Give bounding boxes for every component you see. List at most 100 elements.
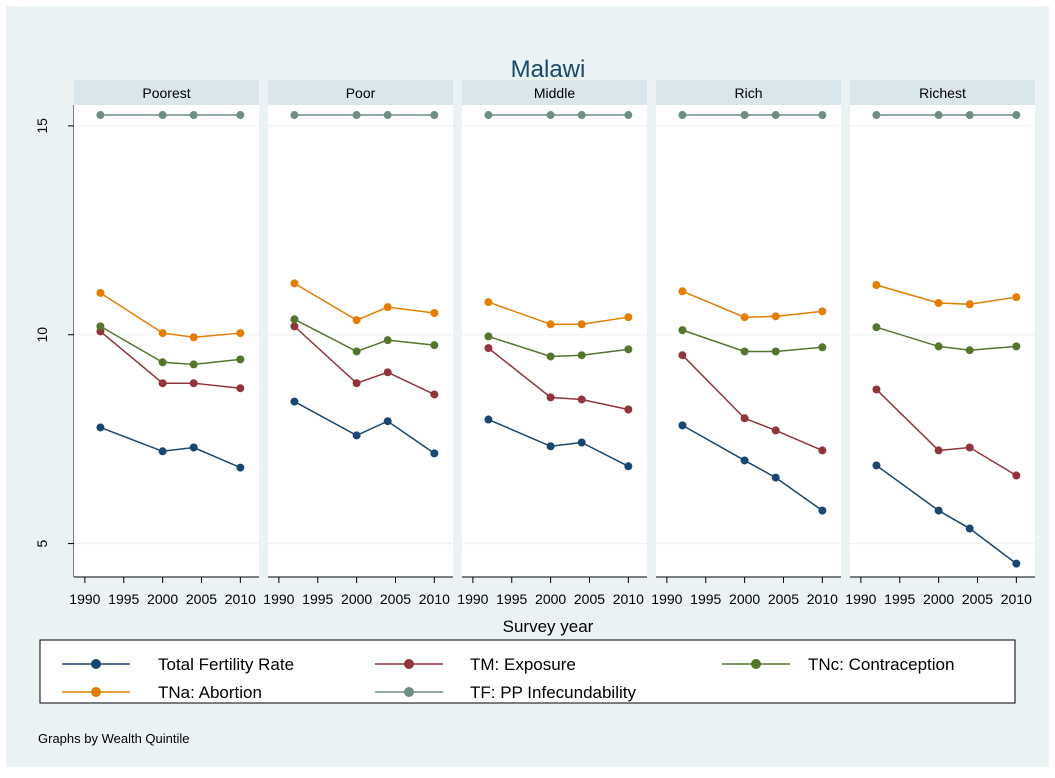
legend-marker [91,659,101,669]
series-line [682,329,823,353]
legend-marker [751,659,761,669]
legend-marker [404,687,414,697]
data-point [546,111,555,120]
series-line [682,424,823,512]
data-point [352,379,361,388]
data-point [383,303,392,312]
x-tick-label: 1990 [263,591,294,607]
data-point [484,111,493,120]
data-point [678,421,687,430]
data-point [771,347,780,356]
data-point [96,111,105,120]
legend-label: TNa: Abortion [158,683,262,702]
data-point [965,111,974,120]
series-line [487,347,629,411]
data-point [290,397,299,406]
data-point [430,390,439,399]
x-tick-label: 2000 [147,591,178,607]
chart-title: Malawi [511,56,586,83]
legend-marker [91,687,101,697]
data-point [1012,111,1021,120]
data-point [484,415,493,424]
data-point [158,111,167,120]
x-tick-label: 2005 [768,591,799,607]
x-tick-label: 2000 [341,591,372,607]
data-point [771,426,780,435]
panel-plot-area [74,105,259,577]
x-tick-label: 2010 [807,591,838,607]
data-point [577,438,586,447]
data-point [678,326,687,335]
series-line [100,292,241,338]
x-tick-label: 2010 [225,591,256,607]
y-tick-label: 5 [34,539,50,547]
x-tick-label: 2000 [535,591,566,607]
x-tick-label: 2005 [574,591,605,607]
data-point [158,358,167,367]
panel-title: Poor [346,85,376,101]
data-point [290,322,299,331]
data-point [934,111,943,120]
panel-header [74,80,259,105]
x-tick-label: 1995 [108,591,139,607]
data-point [934,298,943,307]
data-point [818,343,827,352]
data-point [236,329,245,338]
data-point [236,384,245,393]
data-point [383,336,392,345]
x-tick-label: 1990 [457,591,488,607]
data-point [236,463,245,472]
data-point [484,344,493,353]
data-point [546,320,555,329]
data-point [352,347,361,356]
x-tick-label: 2005 [962,591,993,607]
data-point [872,323,881,332]
data-point [484,298,493,307]
panel-header [850,80,1035,105]
y-tick-label: 15 [34,118,50,134]
legend-label: TF: PP Infecundability [470,683,636,702]
data-point [965,300,974,309]
series-line [488,418,629,467]
data-point [430,449,439,458]
x-tick-label: 2000 [729,591,760,607]
series-line [294,282,435,321]
data-point [771,312,780,321]
data-point [771,473,780,482]
data-point [1012,342,1021,351]
series-line [876,284,1017,305]
data-point [1012,471,1021,480]
data-point [236,111,245,120]
series-line [100,426,241,469]
series-line [875,464,1017,565]
panel-plot-area [656,105,841,577]
x-tick-label: 2010 [1001,591,1032,607]
data-point [818,446,827,455]
data-point [546,442,555,451]
data-point [383,111,392,120]
series-line [488,301,629,326]
panel-title: Middle [534,85,575,101]
data-point [546,393,555,402]
panel-header [656,80,841,105]
data-point [189,360,198,369]
data-point [189,111,198,120]
x-tick-label: 1995 [884,591,915,607]
data-point [624,313,633,322]
series-line [294,400,435,454]
data-point [383,417,392,426]
data-point [577,111,586,120]
y-tick-label: 10 [34,327,50,343]
series-line [100,325,241,366]
x-tick-label: 2005 [380,591,411,607]
data-point [484,332,493,341]
data-point [771,111,780,120]
series-line [681,354,823,452]
x-tick-label: 1990 [651,591,682,607]
series-line [294,318,435,353]
data-point [678,111,687,120]
data-point [189,443,198,452]
x-tick-label: 1990 [845,591,876,607]
data-point [740,313,749,322]
